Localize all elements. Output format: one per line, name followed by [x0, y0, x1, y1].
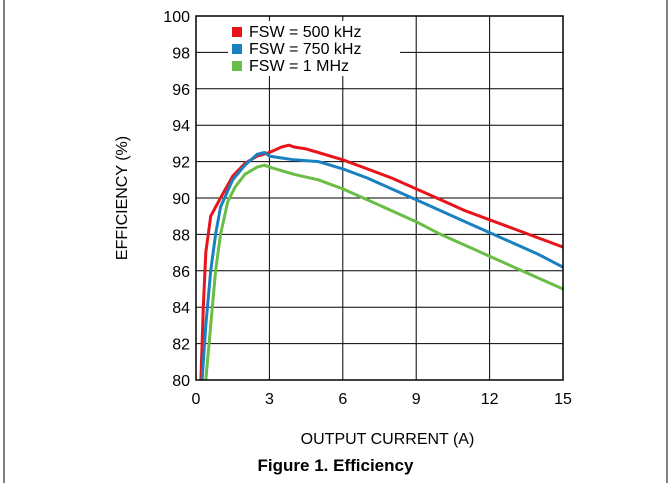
y-axis-label: EFFICIENCY (%) — [114, 136, 131, 260]
y-tick-label: 82 — [172, 337, 190, 354]
y-tick-label: 92 — [172, 155, 190, 172]
series-line-2 — [200, 151, 563, 380]
x-axis-label: OUTPUT CURRENT (A) — [301, 431, 475, 448]
legend-background — [228, 21, 400, 76]
y-tick-label: 96 — [172, 82, 190, 99]
y-tick-label: 90 — [172, 191, 190, 208]
x-tick-labels: 0 3 6 9 12 15 — [192, 391, 572, 408]
x-tick-label: 9 — [412, 391, 421, 408]
y-tick-label: 94 — [172, 118, 190, 135]
figure-caption: Figure 1. Efficiency — [257, 456, 414, 475]
y-tick-labels: 80 82 84 86 88 90 92 94 96 98 100 — [163, 9, 190, 390]
x-tick-label: 12 — [481, 391, 499, 408]
x-tick-label: 3 — [265, 391, 274, 408]
x-tick-label: 15 — [554, 391, 572, 408]
legend-swatch-2 — [232, 44, 242, 54]
y-tick-label: 86 — [172, 264, 190, 281]
legend-label-3: FSW = 1 MHz — [249, 58, 349, 75]
plot-area-border — [195, 15, 564, 381]
legend-label-1: FSW = 500 kHz — [249, 24, 361, 41]
y-tick-label: 84 — [172, 300, 190, 317]
legend-label-2: FSW = 750 kHz — [249, 41, 361, 58]
y-tick-label: 100 — [163, 9, 190, 26]
x-tick-label: 6 — [338, 391, 347, 408]
x-tick-label: 0 — [192, 391, 201, 408]
legend-swatch-1 — [232, 27, 242, 37]
y-tick-label: 80 — [172, 373, 190, 390]
y-tick-label: 88 — [172, 227, 190, 244]
series-layer — [199, 143, 563, 380]
y-tick-label: 98 — [172, 45, 190, 62]
series-line-3 — [204, 163, 563, 380]
legend-swatch-3 — [232, 61, 242, 71]
series-line-1 — [199, 143, 563, 380]
